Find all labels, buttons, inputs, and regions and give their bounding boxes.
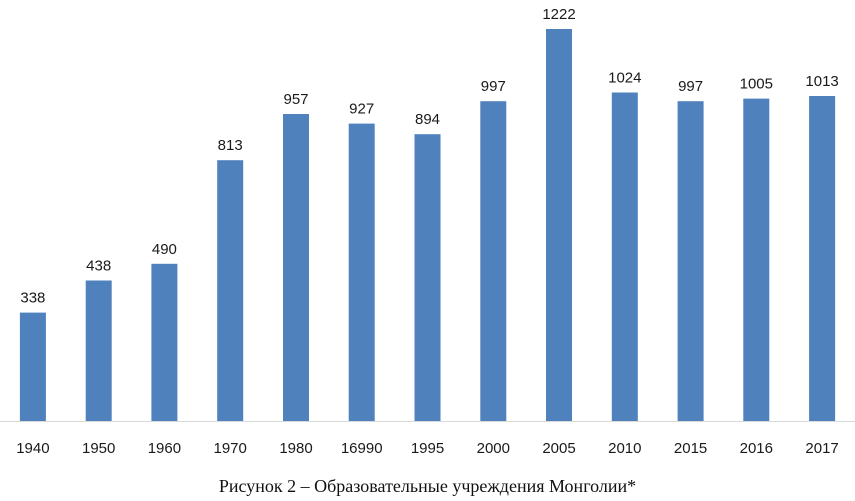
data-label-1940: 338: [20, 290, 45, 307]
data-label-2010: 1024: [608, 70, 641, 87]
bar-2000: [480, 101, 507, 421]
x-tick-label-1980: 1980: [279, 440, 312, 457]
x-tick-labels-group: 1940 1950 1960 1970 1980 16990 1995 2000 2005 201…: [16, 440, 839, 457]
bar-1980: [283, 114, 309, 421]
bar-chart: 338 438 490 813 957 927 894 997 1222 1024 997 1005 1…: [0, 6, 855, 457]
data-label-2000: 997: [481, 78, 506, 95]
data-label-1970: 813: [218, 137, 243, 154]
bar-2005: [546, 29, 572, 421]
x-tick-label-16990: 16990: [341, 440, 383, 457]
data-label-2016: 1005: [740, 76, 773, 93]
data-label-1995: 894: [415, 111, 440, 128]
bars-group: [19, 29, 836, 421]
x-tick-label-1960: 1960: [148, 440, 181, 457]
bar-1950: [85, 280, 112, 421]
x-tick-label-2010: 2010: [608, 440, 641, 457]
data-label-2015: 997: [678, 78, 703, 95]
bar-1970: [217, 160, 244, 421]
data-label-2017: 1013: [805, 73, 838, 90]
data-labels-group: 338 438 490 813 957 927 894 997 1222 1024 997 1005 1…: [20, 6, 838, 307]
x-tick-label-2016: 2016: [740, 440, 773, 457]
x-tick-label-2000: 2000: [477, 440, 510, 457]
bar-1960: [151, 263, 178, 421]
bar-1995: [414, 134, 441, 421]
bar-1940: [19, 312, 46, 421]
x-tick-label-1950: 1950: [82, 440, 115, 457]
x-tick-label-1940: 1940: [16, 440, 49, 457]
bar-2017: [809, 96, 836, 421]
bar-2010: [611, 92, 638, 421]
x-tick-label-2015: 2015: [674, 440, 707, 457]
bar-2016: [743, 98, 770, 421]
bar-2015: [677, 101, 704, 421]
figure-caption: Рисунок 2 – Образовательные учреждения М…: [218, 476, 637, 496]
data-label-2005: 1222: [542, 6, 575, 23]
data-label-1980: 957: [283, 91, 308, 108]
x-tick-label-2017: 2017: [805, 440, 838, 457]
data-label-1960: 490: [152, 241, 177, 258]
data-label-1950: 438: [86, 258, 111, 275]
x-tick-label-1995: 1995: [411, 440, 444, 457]
bar-16990: [348, 123, 375, 421]
x-tick-label-1970: 1970: [214, 440, 247, 457]
data-label-16990: 927: [349, 101, 374, 118]
x-tick-label-2005: 2005: [542, 440, 575, 457]
